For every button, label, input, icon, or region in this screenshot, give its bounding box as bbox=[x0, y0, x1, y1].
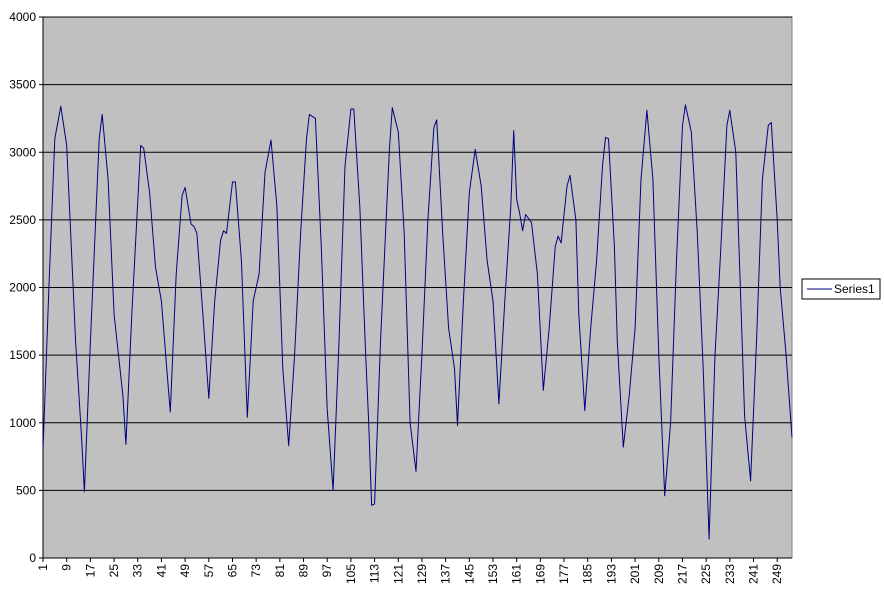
x-tick-label: 65 bbox=[225, 564, 239, 578]
x-tick-label: 113 bbox=[368, 564, 382, 583]
y-tick-label: 4000 bbox=[9, 10, 36, 24]
y-tick-label: 3500 bbox=[9, 78, 36, 92]
x-tick-label: 97 bbox=[320, 564, 334, 578]
legend-box bbox=[801, 278, 881, 300]
y-tick-label: 0 bbox=[29, 551, 36, 565]
x-tick-label: 145 bbox=[462, 564, 476, 584]
x-tick-label: 161 bbox=[510, 564, 524, 584]
y-tick-label: 1500 bbox=[9, 348, 36, 362]
x-tick-label: 177 bbox=[557, 564, 571, 584]
x-tick-label: 233 bbox=[723, 564, 737, 584]
series-line-0 bbox=[42, 104, 793, 540]
legend: Series1 bbox=[801, 278, 881, 300]
x-tick-label: 129 bbox=[415, 564, 429, 584]
x-tick-label: 17 bbox=[83, 564, 97, 578]
gridlines bbox=[43, 16, 792, 491]
x-tick-label: 105 bbox=[344, 564, 358, 584]
y-tick-label: 2500 bbox=[9, 213, 36, 227]
series-layer bbox=[42, 104, 793, 540]
x-tick-label: 225 bbox=[699, 564, 713, 584]
y-axis: 0 500 1000 1500 2000 2500 3000 3500 4000 bbox=[9, 10, 44, 565]
x-tick-label: 9 bbox=[60, 564, 74, 571]
x-tick-label: 201 bbox=[628, 564, 642, 584]
x-tick-label: 25 bbox=[107, 564, 121, 578]
y-tick-label: 3000 bbox=[9, 145, 36, 159]
x-tick-label: 241 bbox=[747, 564, 761, 584]
x-tick-label: 81 bbox=[273, 564, 287, 578]
x-tick-label: 137 bbox=[439, 564, 453, 584]
x-tick-label: 153 bbox=[486, 564, 500, 584]
x-tick-label: 73 bbox=[249, 564, 263, 578]
x-tick-label: 1 bbox=[36, 564, 50, 571]
x-tick-label: 209 bbox=[652, 564, 666, 584]
x-tick-label: 169 bbox=[533, 564, 547, 584]
x-tick-label: 193 bbox=[604, 564, 618, 584]
x-tick-label: 121 bbox=[391, 564, 405, 584]
x-tick-label: 185 bbox=[581, 564, 595, 584]
x-tick-label: 249 bbox=[770, 564, 784, 584]
x-axis: 1 9 17 25 33 41 49 57 65 73 81 89 97 105 113 121 129 137 1… bbox=[36, 557, 792, 584]
y-tick-label: 1000 bbox=[9, 416, 36, 430]
y-tick-label: 500 bbox=[16, 483, 36, 497]
x-tick-label: 57 bbox=[202, 564, 216, 578]
x-tick-label: 49 bbox=[178, 564, 192, 578]
x-tick-label: 89 bbox=[297, 564, 311, 578]
x-tick-label: 41 bbox=[154, 564, 168, 578]
y-tick-label: 2000 bbox=[9, 281, 36, 295]
x-tick-label: 217 bbox=[675, 564, 689, 584]
x-tick-label: 33 bbox=[131, 564, 145, 578]
legend-label-series1: Series1 bbox=[834, 282, 875, 296]
